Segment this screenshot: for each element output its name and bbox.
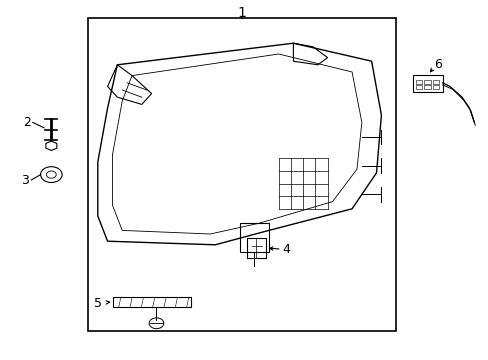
Bar [88,18,395,331]
Bar [424,80,430,84]
Bar [424,85,430,89]
Bar [432,80,438,84]
Text: 3: 3 [21,174,29,186]
Text: 4: 4 [282,243,289,256]
Bar [239,223,268,252]
Text: 6: 6 [433,58,441,71]
Text: 1: 1 [237,6,246,19]
Bar [113,297,190,307]
Text: 2: 2 [23,116,31,129]
Text: 5: 5 [94,297,102,310]
Bar [412,75,442,92]
Bar [415,80,422,84]
Bar [246,238,265,258]
Bar [415,85,422,89]
Bar [432,85,438,89]
